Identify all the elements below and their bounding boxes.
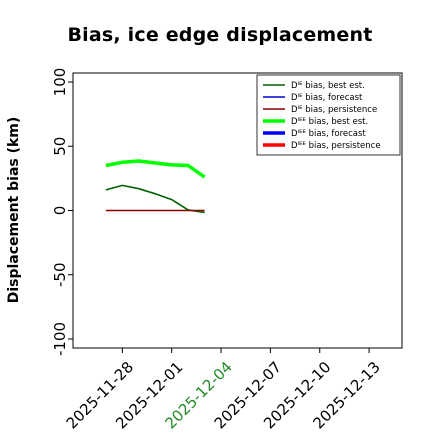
y-tick-label: 0 — [51, 206, 69, 216]
series-line-0 — [105, 184, 205, 214]
legend-label-2: Dᴵᴱ bias, persistence — [291, 105, 377, 115]
y-tick-label: 100 — [51, 68, 69, 97]
legend-label-0: Dᴵᴱ bias, best est. — [291, 81, 365, 91]
series-line-2 — [105, 159, 206, 179]
legend-label-1: Dᴵᴱ bias, forecast — [291, 93, 363, 103]
y-tick-label: 50 — [51, 137, 69, 156]
legend-box — [256, 74, 401, 156]
y-tick-label: -100 — [51, 322, 69, 356]
y-axis-label: Displacement bias (km) — [6, 116, 22, 304]
y-tick-label: -50 — [51, 263, 69, 288]
chart-title: Bias, ice edge displacement — [67, 24, 373, 46]
legend-label-3: Dᴵᴱᴱ bias, best est. — [291, 117, 368, 127]
legend-label-4: Dᴵᴱᴱ bias, forecast — [291, 129, 366, 139]
legend-label-5: Dᴵᴱᴱ bias, persistence — [291, 141, 381, 151]
